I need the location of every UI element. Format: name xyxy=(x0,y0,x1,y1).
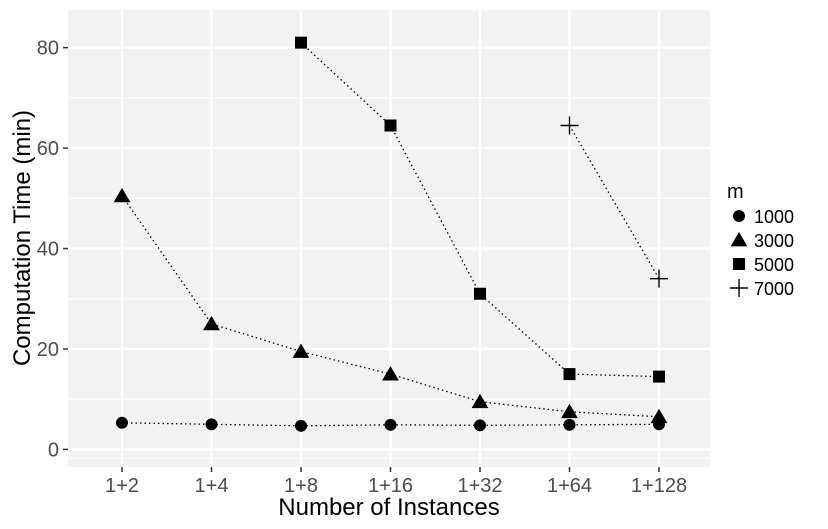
data-point-5000 xyxy=(474,287,486,300)
data-point-3000 xyxy=(113,187,131,203)
data-point-1000 xyxy=(384,418,397,431)
data-point-1000 xyxy=(474,419,486,432)
legend-label: 7000 xyxy=(754,279,794,299)
x-tick-label: 1+128 xyxy=(631,475,687,497)
legend-key-1000 xyxy=(733,210,745,222)
legend-key-3000 xyxy=(730,232,748,247)
data-point-5000 xyxy=(384,119,397,132)
data-point-7000 xyxy=(560,116,579,135)
data-point-3000 xyxy=(650,408,668,424)
data-point-1000 xyxy=(295,419,307,432)
data-point-3000 xyxy=(203,315,220,331)
y-axis-title: Computation Time (min) xyxy=(9,110,36,366)
legend-key-7000 xyxy=(730,279,748,297)
major-gridlines xyxy=(68,10,710,467)
data-point-3000 xyxy=(292,343,310,358)
y-tick-label: 80 xyxy=(37,38,59,60)
y-tick-label: 20 xyxy=(37,339,59,361)
y-axis: 0 20 40 60 80 xyxy=(37,38,68,461)
x-axis: 1+2 1+4 1+8 1+16 1+32 1+64 1+128 xyxy=(105,467,687,497)
x-tick-label: 1+64 xyxy=(547,475,592,497)
legend-label: 5000 xyxy=(754,255,794,275)
plot-panel xyxy=(68,10,710,467)
series-points xyxy=(113,36,668,432)
y-tick-label: 60 xyxy=(37,138,59,160)
data-point-5000 xyxy=(653,370,665,383)
data-point-1000 xyxy=(205,418,218,431)
data-point-7000 xyxy=(650,269,668,288)
y-tick-label: 40 xyxy=(37,239,59,261)
x-tick-label: 1+4 xyxy=(195,475,229,497)
x-tick-label: 1+32 xyxy=(457,475,502,497)
data-point-3000 xyxy=(471,393,489,409)
legend-title: m xyxy=(727,181,744,203)
data-point-5000 xyxy=(295,36,307,49)
data-point-3000 xyxy=(382,366,399,381)
data-point-1000 xyxy=(563,418,576,431)
x-tick-label: 1+2 xyxy=(105,475,139,497)
data-point-3000 xyxy=(561,403,578,419)
x-tick-label: 1+8 xyxy=(284,475,318,497)
data-point-1000 xyxy=(116,416,128,429)
y-tick-label: 0 xyxy=(48,439,59,461)
legend-key-5000 xyxy=(733,258,745,270)
legend: m 1000 3000 5000 7000 xyxy=(727,181,794,299)
legend-label: 3000 xyxy=(754,231,794,251)
x-tick-label: 1+16 xyxy=(368,475,413,497)
x-axis-title: Number of Instances xyxy=(278,494,499,521)
data-point-5000 xyxy=(563,368,576,381)
series-line-5000 xyxy=(300,42,660,378)
minor-gridlines xyxy=(68,97,710,459)
legend-label: 1000 xyxy=(754,207,794,227)
